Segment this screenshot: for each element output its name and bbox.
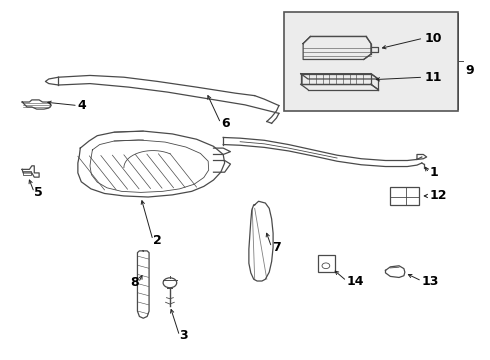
Text: 10: 10 <box>424 32 442 45</box>
Text: 6: 6 <box>221 117 229 130</box>
Bar <box>318 255 335 272</box>
Text: 7: 7 <box>271 241 280 254</box>
Text: 4: 4 <box>78 99 87 112</box>
Text: 12: 12 <box>429 189 446 202</box>
Text: 13: 13 <box>422 275 439 288</box>
Text: 8: 8 <box>130 276 138 289</box>
Text: 14: 14 <box>347 275 364 288</box>
Text: 3: 3 <box>180 329 188 342</box>
Bar <box>284 12 458 111</box>
Text: 9: 9 <box>466 64 474 77</box>
Text: 5: 5 <box>34 186 43 199</box>
Text: 1: 1 <box>429 166 438 179</box>
Text: 2: 2 <box>153 234 162 247</box>
Bar <box>23 171 31 175</box>
Text: 11: 11 <box>424 71 442 84</box>
Bar <box>391 187 419 205</box>
